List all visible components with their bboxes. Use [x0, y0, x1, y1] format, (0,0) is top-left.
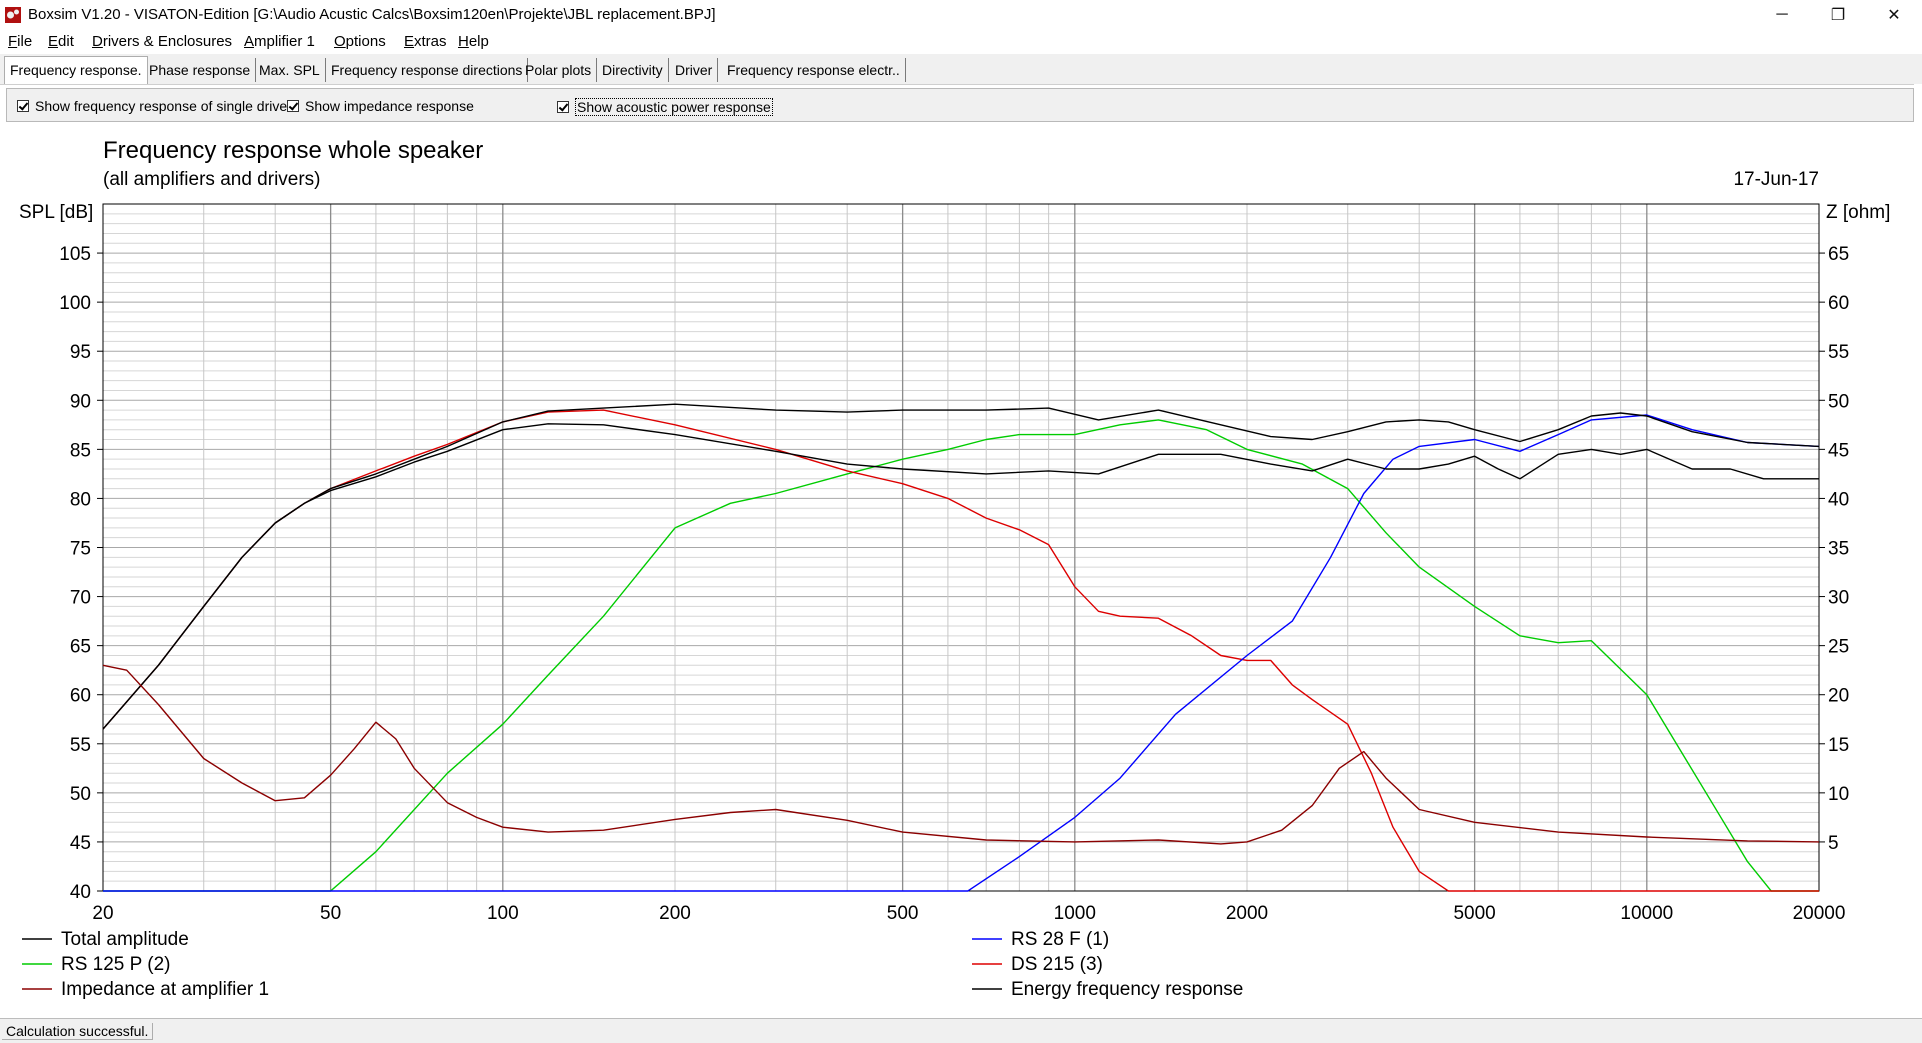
tab-phase-response[interactable]: Phase response — [144, 58, 257, 82]
tab-bar: Frequency response. Phase response Max. … — [0, 54, 1922, 85]
menu-edit[interactable]: Edit — [48, 33, 74, 50]
single-drive-checkbox[interactable]: Show frequency response of single drive — [17, 98, 287, 114]
y-tick-label: 65 — [70, 637, 91, 658]
y-tick-label: 100 — [59, 293, 91, 314]
menu-file[interactable]: File — [8, 33, 33, 50]
frequency-response-chart: 20 50 100 200 500 1000 2000 5000 10000 20000 40 45 5… — [19, 137, 1890, 1000]
legend-label: Impedance at amplifier 1 — [61, 979, 269, 1000]
options-bar: Show frequency response of single drive … — [6, 88, 1914, 122]
y2-tick-label: 5 — [1828, 833, 1839, 854]
tab-frequency-response-electrical[interactable]: Frequency response electr.. — [722, 58, 906, 82]
x-tick-label: 100 — [487, 903, 519, 924]
y-tick-label: 50 — [70, 784, 91, 805]
y2-tick-label: 45 — [1828, 440, 1849, 461]
maximize-icon: ❐ — [1830, 7, 1846, 24]
checkbox-checked-icon — [17, 100, 29, 112]
y-tick-label: 60 — [70, 686, 91, 707]
menu-drivers-enclosures[interactable]: Drivers & Enclosures — [92, 33, 233, 50]
y-tick-label: 55 — [70, 735, 91, 756]
y-tick-label: 45 — [70, 833, 91, 854]
legend-label: Total amplitude — [61, 929, 189, 950]
y2-tick-label: 50 — [1828, 391, 1849, 412]
legend-label: Energy frequency response — [1011, 979, 1243, 1000]
y2-tick-label: 30 — [1828, 588, 1849, 609]
tab-driver[interactable]: Driver — [670, 58, 719, 82]
tab-frequency-response[interactable]: Frequency response. — [4, 56, 148, 84]
y2-tick-label: 60 — [1828, 293, 1849, 314]
y2-tick-label: 40 — [1828, 489, 1849, 510]
status-message: Calculation successful. — [2, 1023, 154, 1040]
y2-tick-label: 55 — [1828, 342, 1849, 363]
menu-extras[interactable]: Extras — [404, 33, 447, 50]
series-line-0 — [102, 403, 1820, 730]
vertical-scrollbar[interactable] — [1914, 84, 1922, 1016]
series-line-1 — [103, 414, 1820, 892]
y2-tick-label: 35 — [1828, 539, 1849, 560]
x-tick-label: 2000 — [1226, 903, 1268, 924]
y2-tick-label: 10 — [1828, 784, 1849, 805]
tab-max-spl[interactable]: Max. SPL — [254, 58, 326, 82]
x-tick-label: 50 — [320, 903, 341, 924]
minimize-icon: ─ — [1776, 6, 1788, 23]
y2-tick-label: 20 — [1828, 686, 1849, 707]
y2-tick-label: 65 — [1828, 244, 1849, 265]
status-bar: Calculation successful. — [0, 1018, 1922, 1043]
legend-label: RS 28 F (1) — [1011, 929, 1109, 950]
y-axis-label: SPL [dB] — [19, 202, 93, 223]
y-tick-label: 90 — [70, 391, 91, 412]
y2-tick-label: 25 — [1828, 637, 1849, 658]
y-tick-label: 105 — [59, 244, 91, 265]
checkbox-checked-icon — [557, 101, 569, 113]
boxsim-app-icon[interactable] — [4, 6, 22, 24]
tab-frequency-response-directions[interactable]: Frequency response directions — [326, 58, 529, 82]
chart-title: Frequency response whole speaker — [103, 137, 483, 164]
close-button[interactable]: ✕ — [1866, 0, 1922, 30]
tab-polar-plots[interactable]: Polar plots — [520, 58, 598, 82]
impedance-checkbox[interactable]: Show impedance response — [287, 98, 474, 114]
acoustic-power-checkbox[interactable]: Show acoustic power response — [557, 98, 773, 116]
menu-amplifier[interactable]: Amplifier 1 — [244, 33, 315, 50]
legend-label: RS 125 P (2) — [61, 954, 170, 975]
chart-date: 17-Jun-17 — [1733, 169, 1819, 190]
menu-bar: File Edit Drivers & Enclosures Amplifier… — [0, 30, 1922, 54]
x-tick-label: 1000 — [1054, 903, 1096, 924]
y-tick-label: 40 — [70, 882, 91, 903]
y-tick-label: 95 — [70, 342, 91, 363]
x-tick-label: 10000 — [1620, 903, 1673, 924]
y-tick-label: 75 — [70, 539, 91, 560]
chart-subtitle: (all amplifiers and drivers) — [103, 169, 321, 190]
menu-options[interactable]: Options — [334, 33, 386, 50]
checkbox-checked-icon — [287, 100, 299, 112]
title-bar: Boxsim V1.20 - VISATON-Edition [G:\Audio… — [0, 0, 1922, 30]
legend-label: DS 215 (3) — [1011, 954, 1103, 975]
x-tick-label: 500 — [887, 903, 919, 924]
close-icon: ✕ — [1887, 7, 1901, 24]
minimize-button[interactable]: ─ — [1754, 0, 1810, 30]
window-title: Boxsim V1.20 - VISATON-Edition [G:\Audio… — [28, 6, 716, 23]
x-tick-label: 5000 — [1453, 903, 1495, 924]
tab-directivity[interactable]: Directivity — [597, 58, 669, 82]
y-tick-label: 80 — [70, 489, 91, 510]
y-tick-label: 70 — [70, 588, 91, 609]
x-tick-label: 20000 — [1793, 903, 1846, 924]
y2-tick-label: 15 — [1828, 735, 1849, 756]
y2-axis-label: Z [ohm] — [1826, 202, 1890, 223]
menu-help[interactable]: Help — [458, 33, 489, 50]
x-tick-label: 200 — [659, 903, 691, 924]
x-tick-label: 20 — [92, 903, 113, 924]
y-tick-label: 85 — [70, 440, 91, 461]
series-line-4 — [102, 664, 1820, 845]
series-line-2 — [103, 419, 1819, 892]
maximize-button[interactable]: ❐ — [1810, 0, 1866, 30]
series-line-5 — [102, 423, 1819, 730]
